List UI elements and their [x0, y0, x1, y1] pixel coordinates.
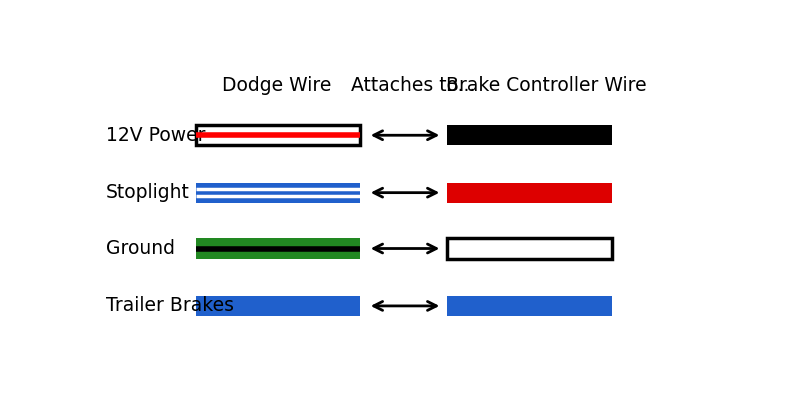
- Bar: [447, 183, 611, 203]
- Bar: [447, 239, 611, 259]
- Bar: [196, 183, 360, 203]
- Bar: [196, 125, 360, 145]
- Text: 12V Power: 12V Power: [106, 126, 206, 145]
- Bar: [196, 296, 360, 316]
- Bar: [447, 296, 611, 316]
- Text: Stoplight: Stoplight: [106, 183, 190, 202]
- Text: Ground: Ground: [106, 239, 175, 258]
- Bar: [447, 125, 611, 145]
- Text: Trailer Brakes: Trailer Brakes: [106, 297, 234, 316]
- Text: Dodge Wire: Dodge Wire: [222, 76, 331, 95]
- Text: Brake Controller Wire: Brake Controller Wire: [446, 76, 646, 95]
- Bar: [196, 239, 360, 259]
- Text: Attaches to...: Attaches to...: [351, 76, 475, 95]
